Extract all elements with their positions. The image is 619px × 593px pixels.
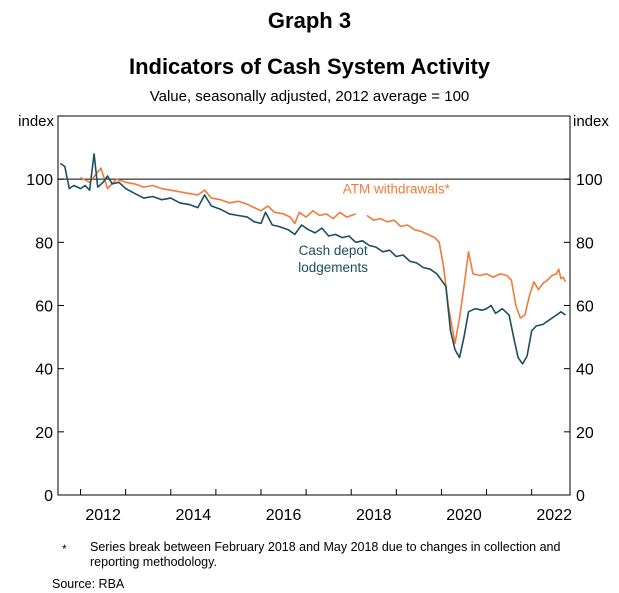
y-tick-label-right: 100: [576, 172, 603, 189]
series-line-cash-depot-lodgements: [59, 153, 566, 365]
y-axis-label-right: index: [573, 113, 609, 130]
footnote-text: Series break between February 2018 and M…: [90, 540, 561, 569]
x-tick-label: 2016: [266, 507, 302, 524]
y-tick-label-right: 80: [576, 235, 594, 252]
series-label-line: ATM withdrawals*: [343, 181, 451, 196]
y-tick-label-right: 60: [576, 299, 594, 316]
y-tick-label-left: 40: [35, 362, 53, 379]
y-tick-label-left: 100: [26, 172, 53, 189]
y-tick-label-left: 0: [44, 488, 53, 505]
x-tick-label: 2012: [85, 507, 121, 524]
x-tick-label: 2022: [536, 507, 572, 524]
chart-subtitle: Value, seasonally adjusted, 2012 average…: [149, 88, 470, 105]
plot-frame: [57, 115, 571, 496]
series-line-atm-withdrawals: [366, 214, 567, 345]
series-label-atm-withdrawals: ATM withdrawals*: [343, 181, 451, 196]
y-tick-label-right: 20: [576, 425, 594, 442]
graph-label: Graph 3: [267, 8, 352, 33]
footnote-marker: *: [62, 542, 67, 556]
chart-title: Indicators of Cash System Activity: [128, 54, 491, 79]
y-axis-label-left: index: [18, 113, 54, 130]
y-tick-label-left: 60: [35, 299, 53, 316]
series-label-cash-depot-lodgements: Cash depot lodgements: [298, 243, 368, 275]
series-label-line: Cash depot: [299, 243, 368, 258]
source-note: Source: RBA: [52, 577, 125, 591]
y-tick-label-left: 20: [35, 425, 53, 442]
label-layer: ATM withdrawals* Cash depot lodgements: [298, 181, 450, 275]
y-tick-label-left: 80: [35, 235, 53, 252]
x-tick-label: 2020: [446, 507, 482, 524]
series-label-line: lodgements: [298, 260, 368, 275]
series-line-atm-withdrawals: [80, 167, 356, 225]
y-tick-label-right: 0: [576, 488, 585, 505]
x-tick-label: 2014: [176, 507, 212, 524]
y-tick-label-right: 40: [576, 362, 594, 379]
x-tick-label: 2018: [356, 507, 392, 524]
series-layer: [59, 153, 567, 365]
